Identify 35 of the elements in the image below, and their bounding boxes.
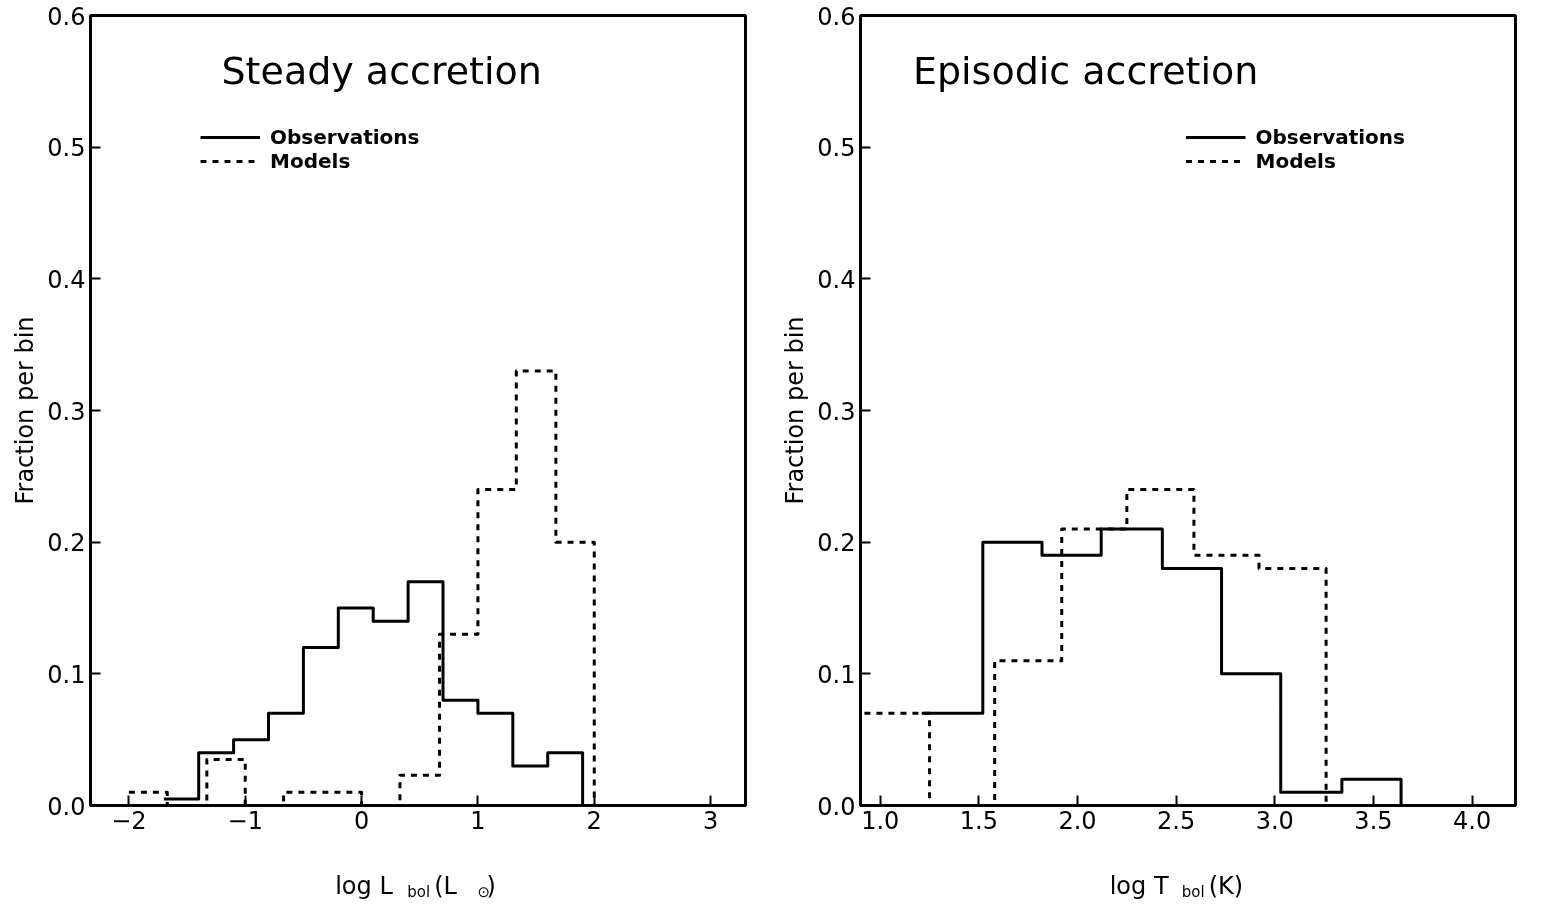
y-tick-label: 0.2	[817, 529, 856, 558]
x-tick-label: 3.0	[1255, 806, 1294, 835]
legend-label: Models	[1255, 149, 1336, 173]
legend-label: Observations	[1255, 125, 1405, 149]
x-tick-label: 1.0	[861, 806, 900, 835]
y-tick-label: 0.3	[47, 397, 86, 426]
y-tick-label: 0.5	[817, 134, 856, 163]
y-tick-label: 0.2	[47, 529, 86, 558]
y-tick-label: 0.3	[817, 397, 856, 426]
x-tick-label: 1	[470, 806, 486, 835]
x-tick-label: −1	[227, 806, 263, 835]
legend-label: Observations	[270, 125, 420, 149]
x-tick-label: 4.0	[1453, 806, 1492, 835]
x-tick-label: −2	[111, 806, 147, 835]
x-tick-label: 3.5	[1354, 806, 1393, 835]
y-tick-label: 0.1	[47, 660, 86, 689]
y-tick-label: 0.1	[817, 660, 856, 689]
x-tick-label: 0	[353, 806, 370, 835]
y-tick-label: 0.4	[817, 265, 856, 294]
y-tick-label: 0.5	[47, 134, 86, 163]
x-tick-label: 3	[702, 806, 719, 835]
text: Episodic accretion	[912, 48, 1259, 93]
y-tick-label: 0.6	[817, 2, 856, 31]
text: Steady accretion	[221, 48, 542, 93]
y-tick-label: 0.0	[47, 792, 86, 821]
y-tick-label: 0.0	[817, 792, 856, 821]
y-tick-label: 0.4	[47, 265, 86, 294]
x-tick-label: 2.5	[1157, 806, 1196, 835]
x-tick-label: 1.5	[959, 806, 998, 835]
x-tick-label: 2.0	[1058, 806, 1097, 835]
y-tick-label: 0.6	[47, 2, 86, 31]
y-axis-title: Fraction per bin	[11, 316, 40, 505]
x-tick-label: 2	[586, 806, 602, 835]
y-axis-title: Fraction per bin	[781, 316, 810, 505]
legend-label: Models	[270, 149, 351, 173]
